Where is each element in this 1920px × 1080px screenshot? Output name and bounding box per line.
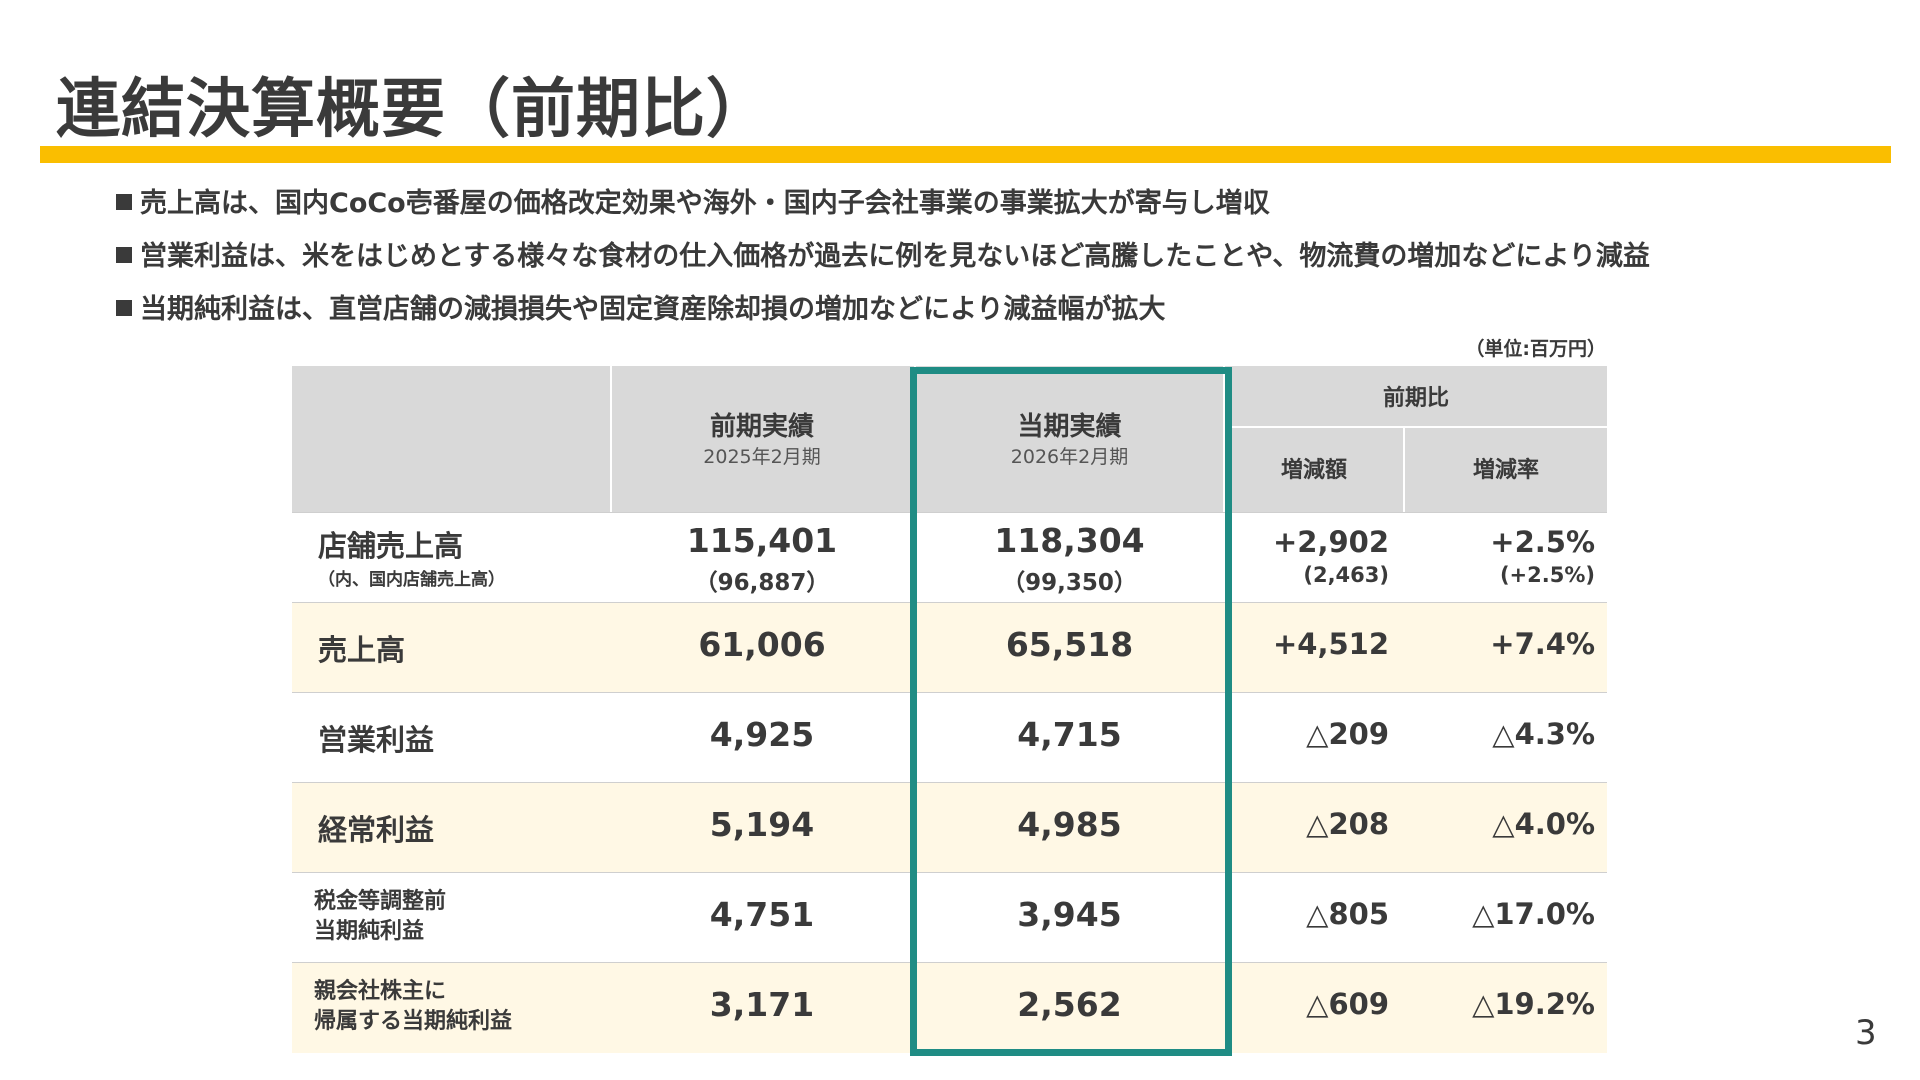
- row-sublabel: （内、国内店舗売上高）: [318, 570, 505, 590]
- curr-value: 4,985: [1017, 805, 1122, 844]
- curr-value: 3,945: [1017, 895, 1122, 934]
- row-label-line1: 税金等調整前: [314, 889, 447, 914]
- square-bullet-icon: [116, 194, 132, 210]
- prev-value: 4,925: [709, 715, 815, 754]
- rate-value: +2.5%: [1490, 525, 1595, 559]
- page-number: 3: [1855, 1013, 1877, 1053]
- row-label: 売上高: [318, 633, 406, 667]
- header-divider: [1225, 426, 1607, 428]
- curr-value: 118,304: [994, 521, 1145, 560]
- curr-value: 4,715: [1017, 715, 1122, 754]
- title-underline: [40, 146, 1891, 163]
- curr-value: 65,518: [1005, 625, 1134, 664]
- rate-column-title: 増減率: [1472, 458, 1539, 483]
- rate-value: +7.4%: [1490, 627, 1595, 661]
- header-divider: [1403, 426, 1405, 512]
- diff-value: △208: [1306, 807, 1389, 841]
- prev-value: 61,006: [698, 625, 826, 664]
- diff-subvalue: (2,463): [1303, 563, 1389, 587]
- current-period-highlight: [910, 367, 1232, 1056]
- prev-subvalue: （96,887）: [694, 570, 830, 596]
- rate-value: △19.2%: [1472, 987, 1595, 1021]
- bullet-item: 売上高は、国内CoCo壱番屋の価格改定効果や海外・国内子会社事業の事業拡大が寄与…: [116, 184, 1650, 237]
- diff-column-title: 増減額: [1280, 458, 1347, 483]
- header-divider: [610, 366, 612, 512]
- page-title: 連結決算概要（前期比）: [56, 73, 771, 147]
- row-label: 経常利益: [318, 813, 435, 847]
- unit-note: （単位:百万円）: [1465, 338, 1606, 360]
- row-label-line1: 親会社株主に: [314, 979, 447, 1004]
- bullet-item: 営業利益は、米をはじめとする様々な食材の仕入価格が過去に例を見ないほど高騰したこ…: [116, 237, 1650, 290]
- row-label-line2: 帰属する当期純利益: [314, 1009, 513, 1034]
- diff-value: △805: [1306, 897, 1389, 931]
- table-row: 営業利益 4,925 4,715 △209 △4.3%: [292, 692, 1607, 782]
- row-label-line2: 当期純利益: [314, 919, 425, 944]
- prev-value: 5,194: [709, 805, 815, 844]
- curr-column-title: 当期実績: [1017, 412, 1122, 442]
- diff-value: △209: [1306, 717, 1389, 751]
- curr-value: 2,562: [1017, 985, 1122, 1024]
- row-label: 店舗売上高: [318, 529, 464, 563]
- curr-column-period: 2026年2月期: [1010, 446, 1129, 468]
- square-bullet-icon: [116, 300, 132, 316]
- table-row: 親会社株主に 帰属する当期純利益 3,171 2,562 △609 △19.2%: [292, 962, 1607, 1053]
- curr-subvalue: （99,350）: [1002, 570, 1137, 596]
- bullet-item: 当期純利益は、直営店舗の減損損失や固定資産除却損の増加などにより減益幅が拡大: [116, 290, 1650, 343]
- prev-value: 3,171: [709, 985, 815, 1024]
- diff-value: +4,512: [1272, 627, 1389, 661]
- prev-value: 115,401: [686, 521, 838, 560]
- table-row: 経常利益 5,194 4,985 △208 △4.0%: [292, 782, 1607, 872]
- table-header: 前期実績 2025年2月期 当期実績 2026年2月期 前期比 増減額 増減率: [292, 366, 1607, 512]
- results-table: 前期実績 2025年2月期 当期実績 2026年2月期 前期比 増減額 増減率 …: [292, 366, 1607, 1053]
- prev-column-period: 2025年2月期: [703, 446, 821, 468]
- row-label: 営業利益: [318, 723, 435, 757]
- rate-subvalue: (+2.5%): [1499, 563, 1595, 587]
- compare-column-title: 前期比: [1382, 386, 1449, 411]
- diff-value: +2,902: [1272, 525, 1389, 559]
- summary-bullets: 売上高は、国内CoCo壱番屋の価格改定効果や海外・国内子会社事業の事業拡大が寄与…: [116, 184, 1650, 343]
- rate-value: △4.0%: [1492, 807, 1595, 841]
- table-row: 売上高 61,006 65,518 +4,512 +7.4%: [292, 602, 1607, 692]
- rate-value: △4.3%: [1492, 717, 1595, 751]
- table-row: 店舗売上高 （内、国内店舗売上高） 115,401 （96,887） 118,3…: [292, 512, 1607, 603]
- prev-column-title: 前期実績: [709, 412, 814, 442]
- header-divider: [1223, 366, 1225, 512]
- prev-value: 4,751: [709, 895, 815, 934]
- square-bullet-icon: [116, 247, 132, 263]
- rate-value: △17.0%: [1472, 897, 1595, 931]
- table-row: 税金等調整前 当期純利益 4,751 3,945 △805 △17.0%: [292, 872, 1607, 962]
- diff-value: △609: [1306, 987, 1389, 1021]
